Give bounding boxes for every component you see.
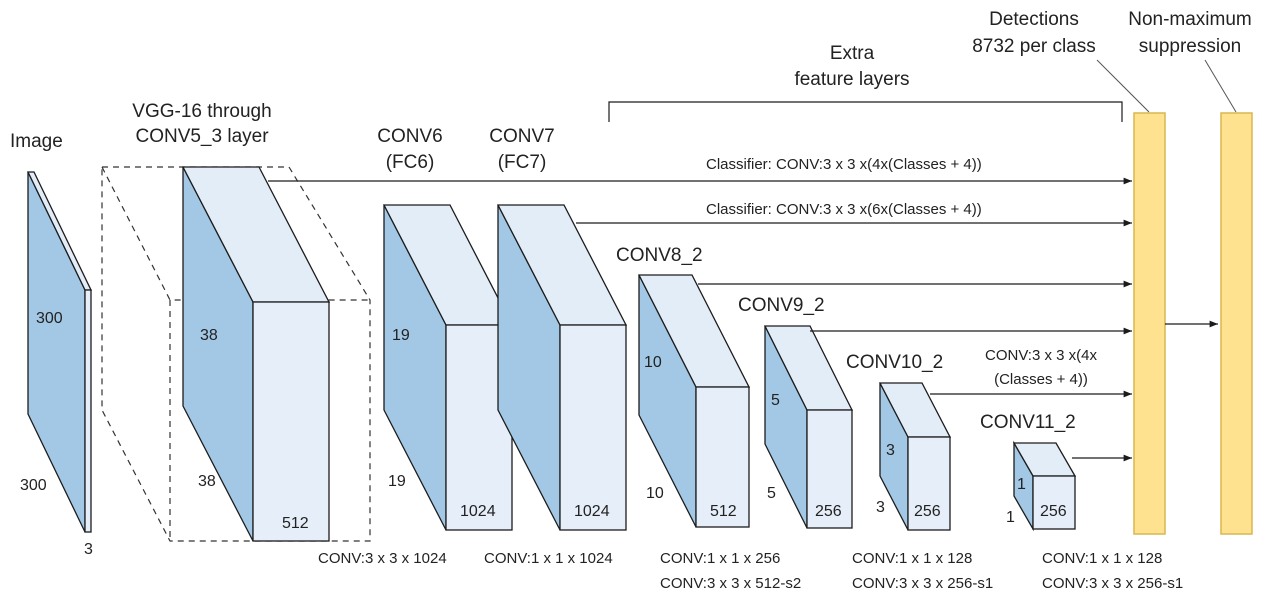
vgg-dashed-frame (101, 166, 371, 542)
conv6-title-line2: (FC6) (386, 152, 435, 173)
conv11-width-label: 1 (1006, 509, 1015, 526)
extra-feature-layers-line2: feature layers (794, 69, 909, 90)
conv9-block-front-face (806, 409, 853, 529)
vgg-width-label: 38 (198, 473, 216, 490)
conv9-depth-label: 256 (815, 503, 842, 520)
conv10-block-front-face (907, 436, 951, 531)
conv11-block-front-face (1032, 475, 1076, 530)
conv7-block-front-face (559, 324, 627, 531)
conv6-block-front-face (445, 324, 513, 531)
conv8-width-label: 10 (646, 485, 664, 502)
conv9-width-label: 5 (767, 485, 776, 502)
vgg-block-front-face (252, 301, 330, 542)
conv8-block-front-face (695, 386, 750, 528)
conv6-depth-label: 1024 (460, 503, 496, 520)
conv6-op-line1: CONV:3 x 3 x 1024 (318, 550, 447, 567)
conv6-title-line1: CONV6 (377, 126, 442, 147)
classifier-label-2: Classifier: CONV:3 x 3 x(6x(Classes + 4)… (706, 201, 982, 218)
vgg-depth-label: 512 (282, 515, 309, 532)
conv8-op-line1: CONV:1 x 1 x 256 (660, 550, 780, 567)
vgg-title-line1: VGG-16 through (132, 101, 271, 122)
conv7-op-line1: CONV:1 x 1 x 1024 (484, 550, 613, 567)
conv7-depth-label: 1024 (574, 503, 610, 520)
detections-line1: Detections (989, 9, 1079, 30)
conv11-op-line1: CONV:1 x 1 x 128 (1042, 550, 1162, 567)
image-depth-label: 3 (84, 541, 93, 558)
conv8-height-label: 10 (644, 354, 662, 371)
conv8-depth-label: 512 (710, 503, 737, 520)
vgg-block (181, 166, 331, 542)
image-slab-edge (84, 289, 92, 533)
detections-leader-line (1096, 59, 1150, 113)
conv10-depth-label: 256 (914, 503, 941, 520)
classifier-label-1: Classifier: CONV:3 x 3 x(4x(Classes + 4)… (706, 156, 982, 173)
conv9-block (763, 325, 854, 529)
conv8-op-line2: CONV:3 x 3 x 512-s2 (660, 575, 801, 592)
conv8-title: CONV8_2 (616, 245, 703, 266)
vgg-frame-inner-top (101, 166, 370, 301)
conv11-block (1012, 440, 1077, 532)
nms-line2: suppression (1139, 36, 1241, 57)
conv11-height-label: 1 (1017, 476, 1026, 493)
nms-bar (1220, 112, 1253, 535)
conv10-op-line1: CONV:1 x 1 x 128 (852, 550, 972, 567)
vgg-height-label: 38 (200, 327, 218, 344)
image-title: Image (10, 131, 63, 152)
conv9-title: CONV9_2 (738, 295, 825, 316)
extra-feature-bracket (608, 101, 1123, 122)
conv6-width-label: 19 (388, 473, 406, 490)
conv9-height-label: 5 (771, 392, 780, 409)
conv10-op-line2: CONV:3 x 3 x 256-s1 (852, 575, 993, 592)
conv7-block (496, 204, 628, 531)
conv10-width-label: 3 (876, 499, 885, 516)
classifier-label-3-line2: (Classes + 4)) (994, 371, 1088, 388)
conv6-block (382, 204, 514, 531)
nms-leader-line (1204, 59, 1237, 113)
image-slab (26, 171, 93, 533)
classifier-label-3-line1: CONV:3 x 3 x(4x (985, 347, 1097, 364)
conv10-height-label: 3 (886, 442, 895, 459)
conv7-title-line1: CONV7 (489, 126, 554, 147)
conv10-title: CONV10_2 (846, 352, 943, 373)
conv11-title: CONV11_2 (980, 412, 1076, 433)
detections-bar (1133, 112, 1166, 535)
conv10-block (878, 382, 952, 531)
extra-feature-layers-line1: Extra (830, 43, 875, 64)
vgg-title-line2: CONV5_3 layer (135, 126, 269, 147)
conv11-depth-label: 256 (1040, 503, 1067, 520)
vgg-frame-outline (101, 166, 371, 542)
conv6-height-label: 19 (392, 327, 410, 344)
detections-line2: 8732 per class (972, 36, 1096, 57)
image-width-label: 300 (20, 477, 47, 494)
conv11-op-line2: CONV:3 x 3 x 256-s1 (1042, 575, 1183, 592)
image-height-label: 300 (36, 310, 63, 327)
conv7-title-line2: (FC7) (498, 152, 547, 173)
conv8-block (637, 274, 751, 528)
nms-line1: Non-maximum (1128, 9, 1252, 30)
